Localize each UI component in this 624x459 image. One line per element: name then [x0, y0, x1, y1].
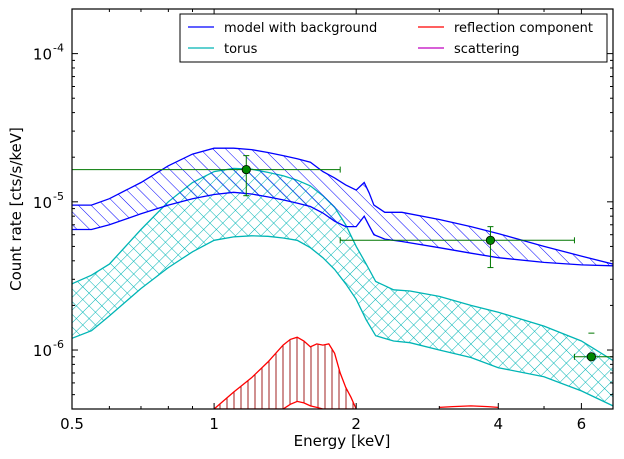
data-point-2 [339, 226, 575, 269]
data-marker [241, 164, 251, 175]
x-tick-label: 4 [494, 415, 504, 433]
legend: model with background torus reflection com… [179, 13, 608, 63]
legend-entry-reflection-component: reflection component [418, 21, 593, 36]
model-with-background-band-fill [72, 148, 613, 266]
x-axis-label: Energy [keV] [294, 432, 391, 450]
data-marker [586, 352, 597, 362]
legend-entry-scattering: scattering [418, 42, 520, 57]
y-tick-exponent: -5 [53, 190, 64, 203]
x-tick-label: 0.5 [60, 415, 84, 433]
y-tick-exponent: -4 [53, 42, 64, 55]
y-tick-label: 10 [33, 46, 52, 64]
model-with-background-lower-line [72, 191, 613, 267]
legend-label: reflection component [454, 21, 593, 36]
legend-entry-torus: torus [188, 42, 258, 57]
data-points [72, 155, 613, 362]
reflection-component-tail-line [439, 405, 499, 408]
torus-lower-line [72, 235, 613, 407]
x-tick-label: 2 [351, 415, 361, 433]
legend-label: scattering [454, 42, 520, 57]
data-point-1 [72, 155, 341, 197]
data-marker [485, 235, 496, 245]
reflection-component-band-fill [214, 337, 357, 409]
y-tick-label: 10 [33, 342, 52, 360]
reflection-component-upper-line [213, 336, 357, 409]
y-tick-label: 10 [33, 194, 52, 212]
x-tick-label: 1 [209, 415, 219, 433]
reflection-component-lower-line [214, 400, 357, 409]
legend-label: torus [224, 42, 258, 57]
axes: 0.5 1 2 4 610-610-510-4 [33, 8, 614, 433]
legend-label: model with background [224, 21, 377, 36]
y-tick-exponent: -6 [53, 338, 64, 351]
y-axis-label: Count rate [cts/s/keV] [7, 127, 25, 291]
legend-box [179, 13, 608, 63]
legend-entry-model-with-background: model with background [188, 21, 377, 36]
torus-band-fill [72, 168, 613, 406]
model-with-background-upper-line [72, 147, 613, 265]
model-bands [72, 147, 613, 409]
x-tick-label: 6 [577, 415, 587, 433]
